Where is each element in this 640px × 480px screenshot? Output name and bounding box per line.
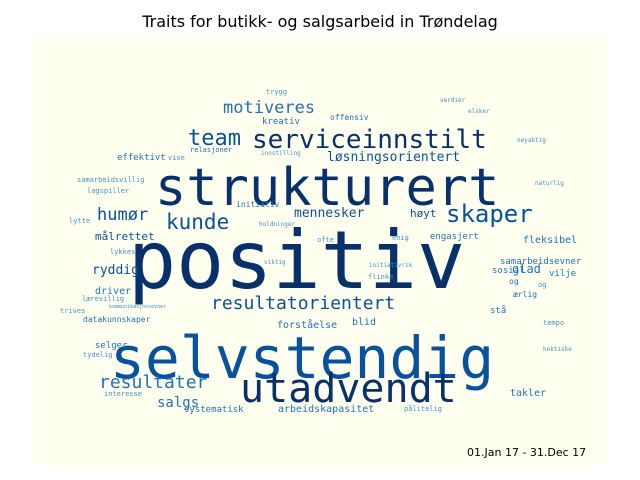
cloud-word: høyt: [410, 207, 437, 220]
cloud-word: samarbeidsvillig: [77, 176, 144, 184]
cloud-word: lykkes: [110, 248, 135, 256]
cloud-word: strukturert: [155, 158, 499, 218]
cloud-word: skaper: [446, 200, 533, 228]
cloud-word: lærevillig: [82, 295, 124, 303]
cloud-word: ærlig: [513, 290, 537, 299]
cloud-word: pålitelig: [404, 404, 442, 413]
cloud-word: resultatorientert: [211, 293, 395, 314]
cloud-word: ryddig: [92, 263, 139, 278]
cloud-word: humør: [97, 205, 148, 225]
date-range-label: 01.Jan 17 - 31.Dec 17: [467, 446, 587, 459]
cloud-word: arbeidskapasitet: [278, 404, 374, 415]
cloud-word: initiativrik: [369, 262, 413, 269]
cloud-word: team: [188, 126, 241, 151]
cloud-word: lagspiller: [87, 187, 129, 195]
cloud-word: serviceinnstilt: [252, 125, 487, 155]
cloud-word: vilje: [549, 269, 576, 279]
cloud-word: trygg: [266, 88, 287, 96]
cloud-word: naturlig: [535, 180, 564, 187]
cloud-word: nøyaktig: [517, 137, 546, 144]
cloud-word: og: [538, 281, 546, 289]
cloud-word: samarbeidsevner: [500, 257, 582, 267]
cloud-word: lytte: [69, 217, 90, 225]
cloud-word: elsker: [468, 108, 490, 115]
cloud-word: kreativ: [262, 117, 300, 127]
cloud-word: ofte: [317, 236, 334, 244]
cloud-word: målrettet: [95, 230, 155, 243]
cloud-word: utadvendt: [240, 366, 457, 412]
cloud-word: verdier: [440, 97, 466, 104]
cloud-word: innstilling: [261, 150, 301, 157]
cloud-word: hektiske: [543, 346, 572, 353]
cloud-word: motiveres: [223, 98, 315, 118]
cloud-word: interesse: [104, 390, 142, 398]
cloud-word: stå: [490, 305, 506, 316]
cloud-word: løsningsorientert: [327, 150, 460, 165]
cloud-word: engasjert: [430, 232, 479, 242]
cloud-word: driver: [95, 286, 131, 297]
cloud-word: initiativ: [236, 200, 280, 209]
cloud-word: resultater: [99, 372, 208, 393]
cloud-word: tempo: [543, 319, 564, 327]
cloud-word: positiv: [128, 214, 465, 307]
cloud-word: enig: [392, 234, 409, 242]
cloud-word: salgs: [157, 395, 199, 411]
cloud-word: kommunikasjonsevner: [109, 304, 166, 310]
cloud-word: flinke: [368, 273, 393, 281]
cloud-word: trives: [60, 307, 85, 315]
cloud-word: sosial: [492, 266, 525, 276]
cloud-word: effektivt: [117, 153, 166, 163]
cloud-word: holdninger: [259, 221, 296, 228]
cloud-word: datakunnskaper: [83, 315, 151, 324]
word-cloud-background: [34, 37, 607, 465]
page-title: Traits for butikk- og salgsarbeid in Trø…: [142, 12, 498, 31]
cloud-word: blid: [352, 317, 376, 328]
cloud-word: tydelig: [83, 351, 113, 359]
cloud-word: og: [509, 277, 519, 286]
cloud-word: selvstendig: [110, 324, 494, 392]
cloud-word: viktig: [264, 259, 286, 266]
cloud-word: selger: [95, 341, 128, 351]
cloud-word: mennesker: [294, 206, 365, 221]
cloud-word: offensiv: [330, 113, 369, 122]
cloud-word: systematisk: [184, 405, 244, 415]
cloud-word: relasjoner: [190, 146, 232, 154]
cloud-word: takler: [510, 388, 546, 399]
cloud-word: glad: [512, 262, 541, 276]
cloud-word: vise: [168, 154, 185, 162]
cloud-word: kunde: [166, 210, 229, 234]
cloud-word: fleksibel: [523, 235, 577, 246]
cloud-word: forståelse: [277, 318, 337, 331]
